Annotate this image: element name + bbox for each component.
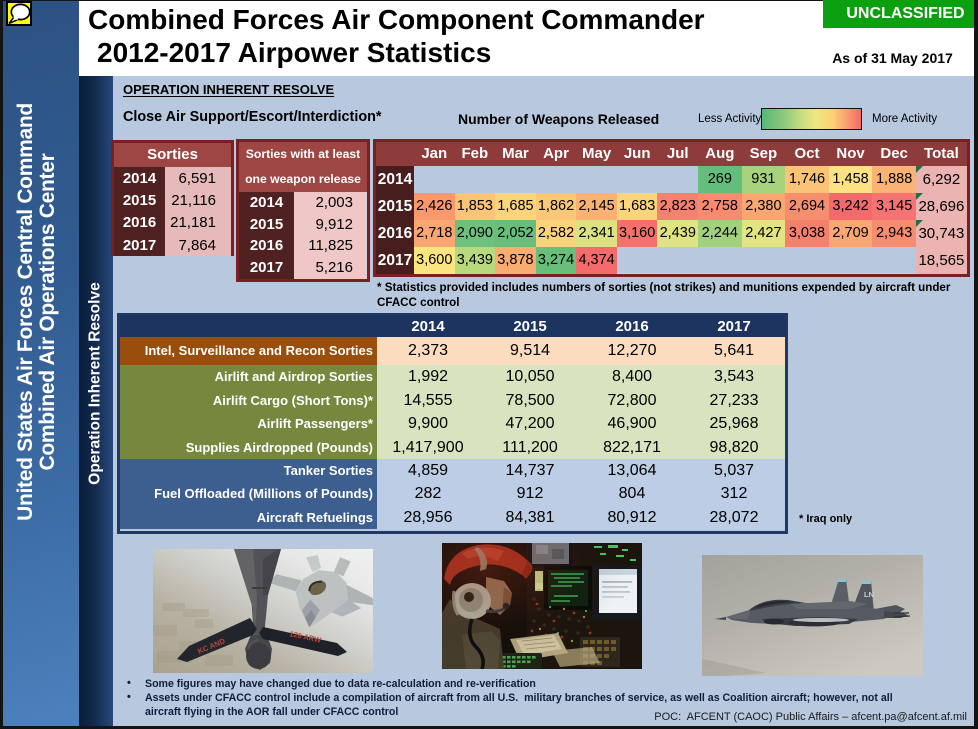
svg-text:LN: LN [864,590,874,599]
